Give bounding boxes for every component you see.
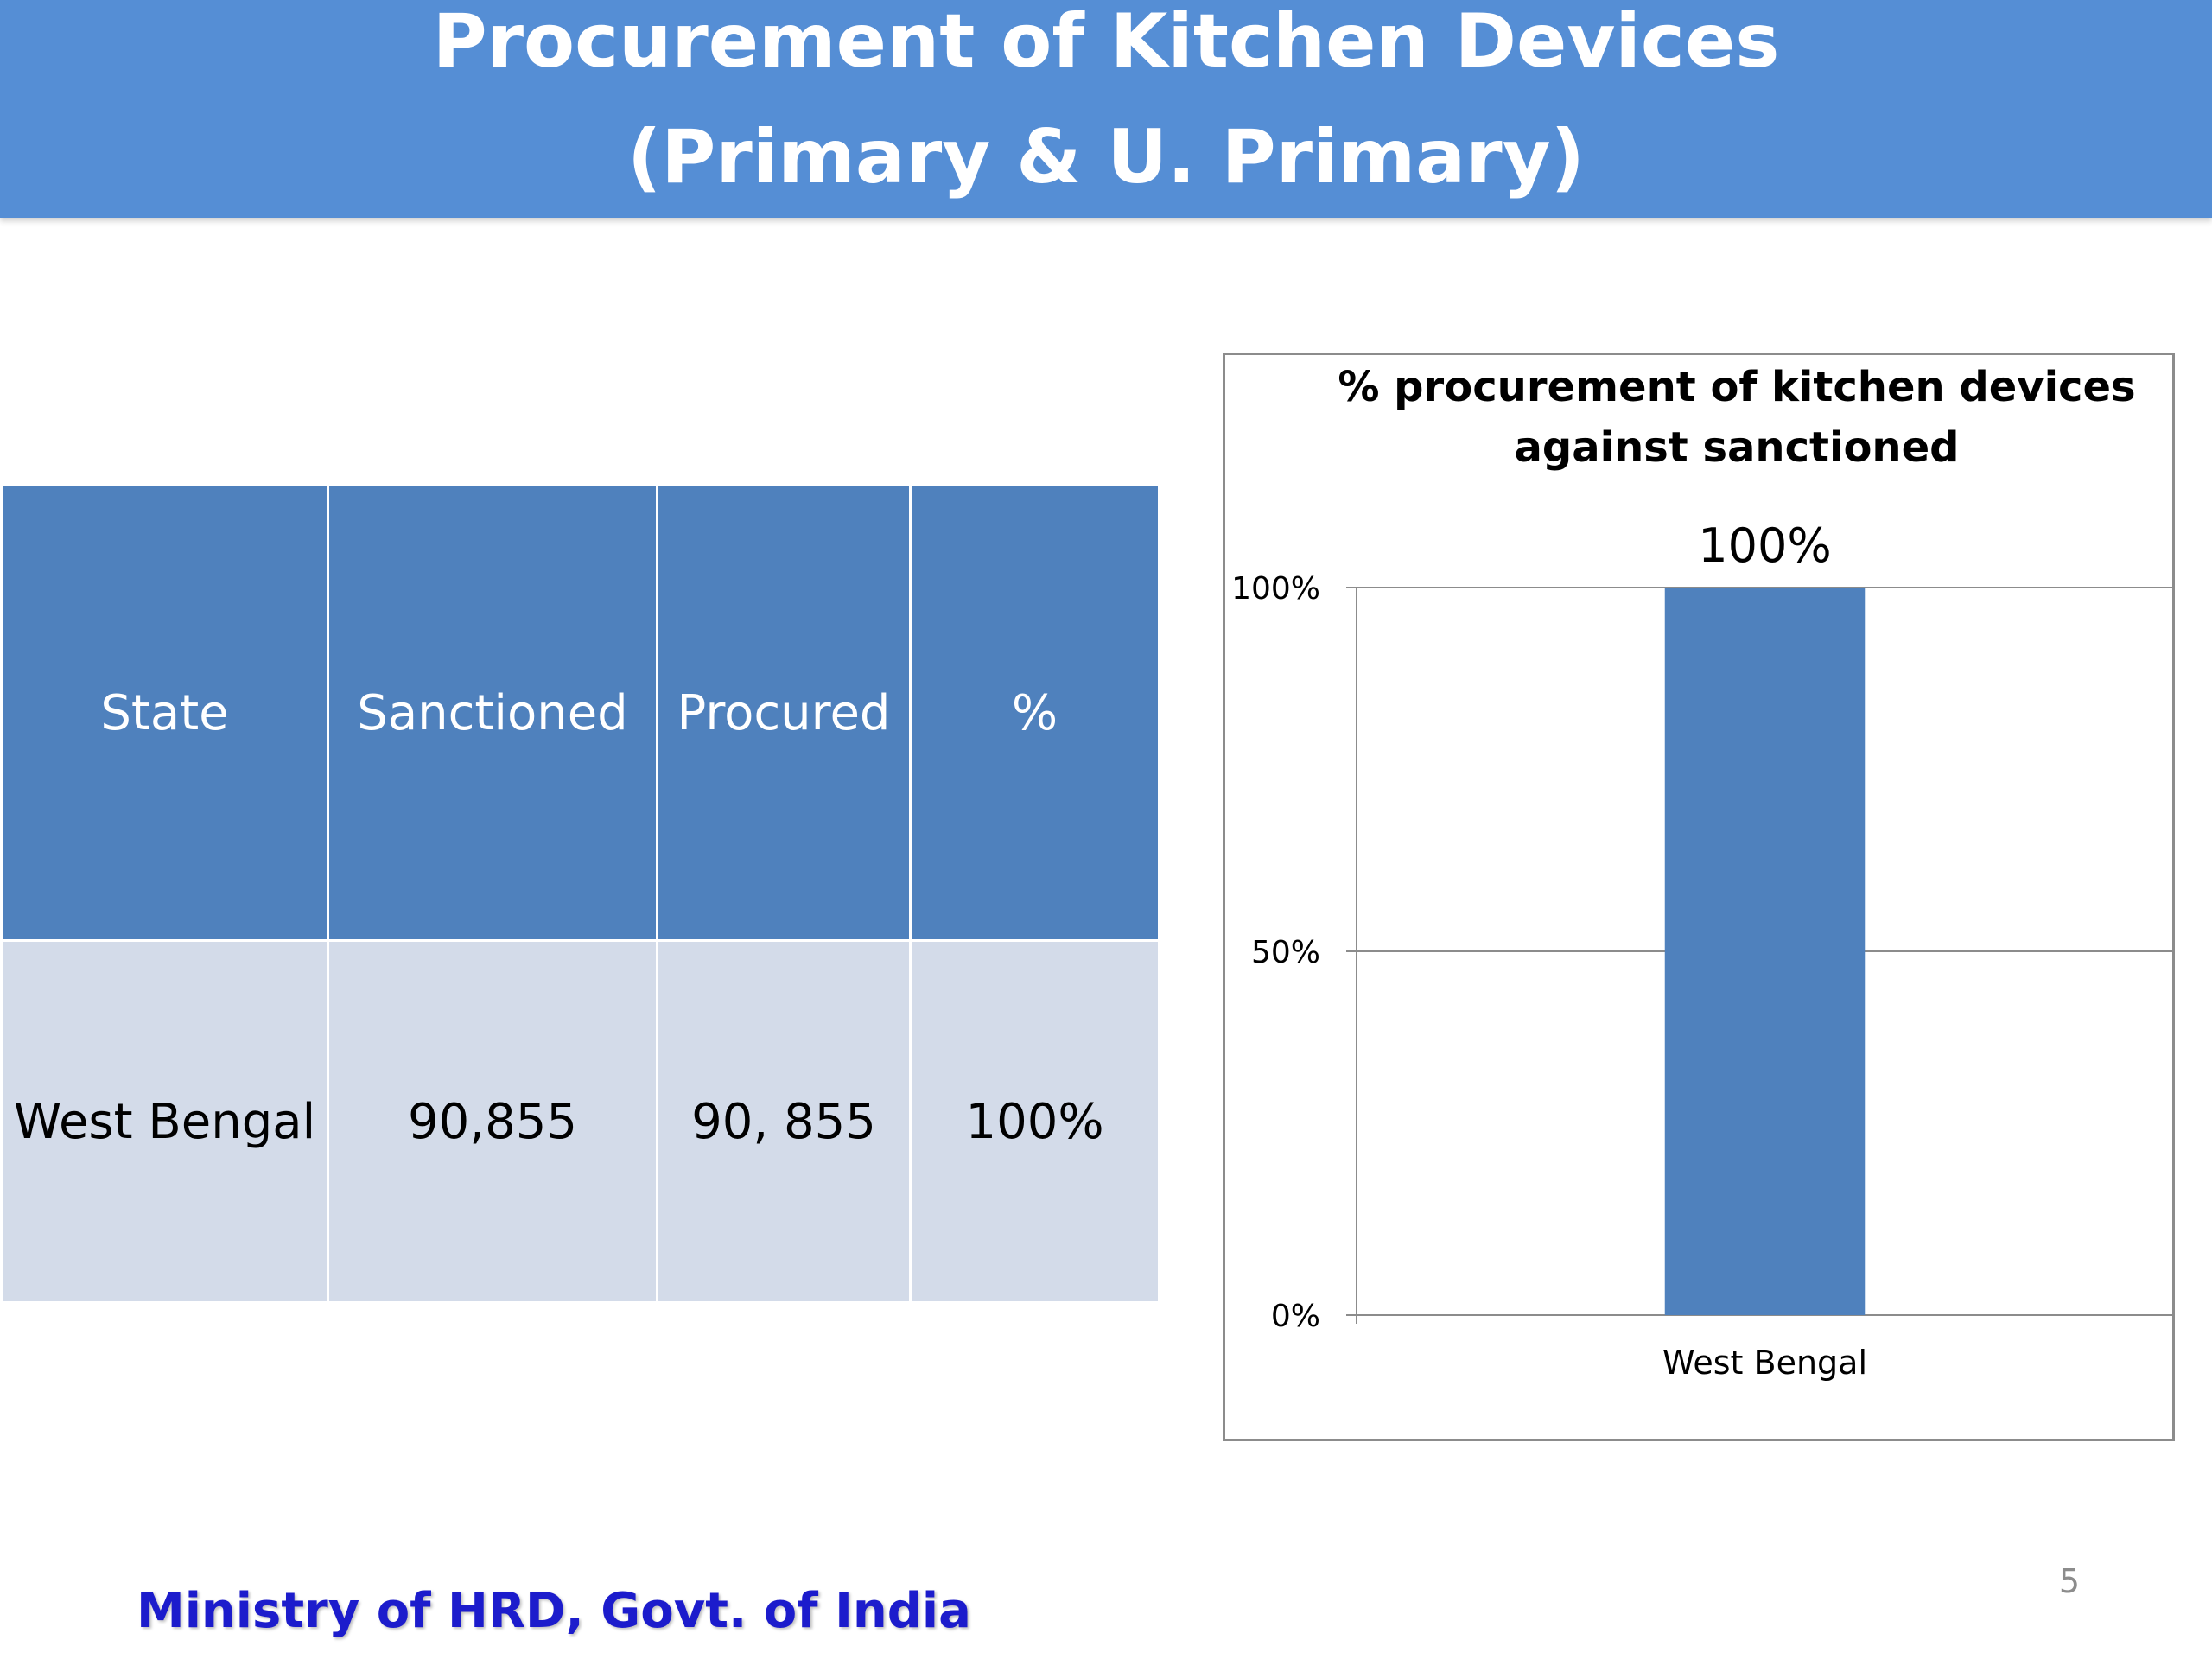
- cell-state: West Bengal: [0, 939, 329, 1304]
- cell-procured: 90, 855: [656, 939, 912, 1304]
- header-procured: Procured: [656, 484, 912, 942]
- y-tick-label: 0%: [1271, 1299, 1320, 1334]
- chart-title-line2: against sanctioned: [1514, 423, 1960, 472]
- y-tick-label: 50%: [1251, 935, 1320, 970]
- x-tick-label: West Bengal: [1662, 1344, 1867, 1382]
- slide-subtitle: (Primary & U. Primary): [626, 114, 1585, 200]
- bar: [1664, 588, 1866, 1315]
- header-percent: %: [909, 484, 1160, 942]
- header-state: State: [0, 484, 329, 942]
- footer-organization: Ministry of HRD, Govt. of India: [137, 1583, 971, 1639]
- data-label: 100%: [1698, 518, 1831, 573]
- title-bar: Procurement of Kitchen Devices (Primary …: [0, 0, 2212, 218]
- table-row: West Bengal 90,855 90, 855 100%: [0, 939, 1160, 1304]
- header-sanctioned: Sanctioned: [327, 484, 658, 942]
- cell-percent: 100%: [909, 939, 1160, 1304]
- page-number: 5: [2058, 1562, 2081, 1600]
- table-header-row: State Sanctioned Procured %: [0, 484, 1160, 942]
- chart-title: % procurement of kitchen devices: [1338, 363, 2136, 411]
- cell-sanctioned: 90,855: [327, 939, 658, 1304]
- y-tick-label: 100%: [1231, 571, 1320, 607]
- slide-title: Procurement of Kitchen Devices: [432, 0, 1780, 85]
- procurement-table: State Sanctioned Procured % West Bengal …: [0, 484, 1160, 1304]
